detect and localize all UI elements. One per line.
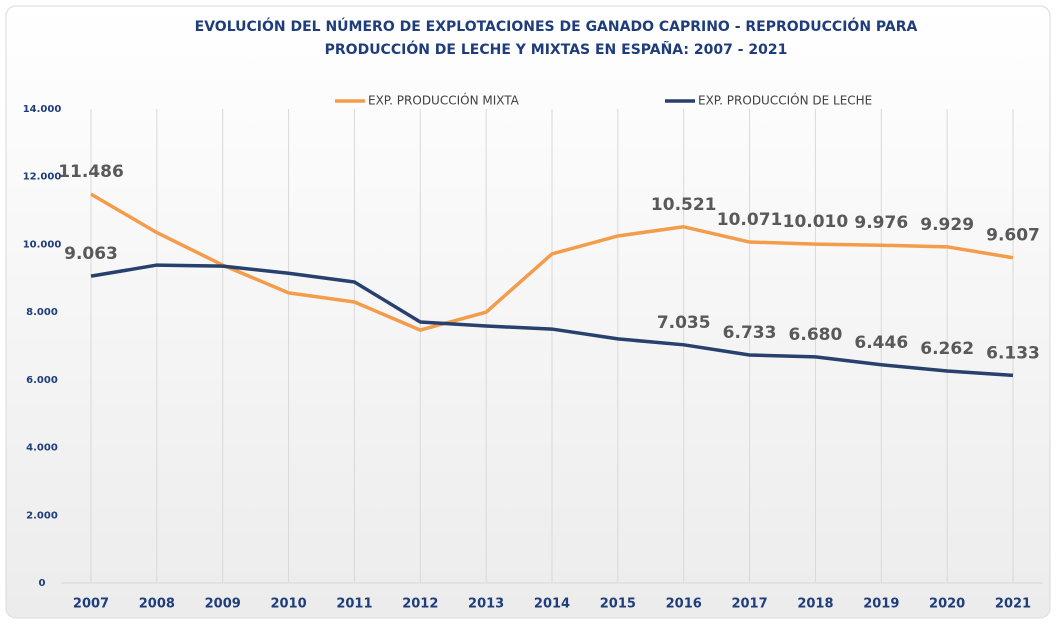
y-tick-label: 10.000 xyxy=(23,239,62,250)
data-label: 10.010 xyxy=(783,212,849,232)
x-tick-label: 2021 xyxy=(995,597,1031,612)
x-tick-label: 2013 xyxy=(468,597,504,612)
chart-title: EVOLUCIÓN DEL NÚMERO DE EXPLOTACIONES DE… xyxy=(195,17,918,35)
legend-label: EXP. PRODUCCIÓN DE LECHE xyxy=(698,93,872,108)
data-label: 6.733 xyxy=(723,323,777,343)
chart-frame xyxy=(5,5,1051,619)
chart-title: PRODUCCIÓN DE LECHE Y MIXTAS EN ESPAÑA: … xyxy=(325,40,788,58)
x-tick-label: 2007 xyxy=(73,597,109,612)
x-tick-label: 2012 xyxy=(402,597,438,612)
series-line xyxy=(90,263,1014,378)
x-tick-label: 2009 xyxy=(205,597,241,612)
x-tick-label: 2011 xyxy=(336,597,372,612)
data-label: 9.607 xyxy=(986,226,1040,246)
data-label: 6.133 xyxy=(986,343,1040,363)
x-tick-label: 2015 xyxy=(600,597,636,612)
data-label: 9.976 xyxy=(854,213,908,233)
x-tick-label: 2019 xyxy=(863,597,899,612)
x-tick-label: 2017 xyxy=(731,597,767,612)
y-tick-label: 14.000 xyxy=(23,104,62,115)
legend-label: EXP. PRODUCCIÓN MIXTA xyxy=(368,93,520,108)
y-tick-label: 4.000 xyxy=(26,443,58,454)
x-tick-label: 2010 xyxy=(270,597,306,612)
x-tick-label: 2008 xyxy=(139,597,175,612)
data-label: 10.071 xyxy=(717,210,783,230)
series-line xyxy=(90,192,1014,332)
data-label: 9.063 xyxy=(64,244,118,264)
y-tick-label: 8.000 xyxy=(26,307,58,318)
data-label: 10.521 xyxy=(651,195,717,215)
x-tick-label: 2016 xyxy=(666,597,702,612)
y-tick-label: 6.000 xyxy=(26,375,58,386)
data-label: 9.929 xyxy=(920,215,974,235)
x-tick-label: 2018 xyxy=(797,597,833,612)
x-tick-label: 2014 xyxy=(534,597,570,612)
x-tick-label: 2020 xyxy=(929,597,965,612)
data-label: 11.486 xyxy=(58,162,124,182)
y-tick-label: 0 xyxy=(39,578,46,589)
data-label: 6.446 xyxy=(854,333,908,353)
data-label: 6.262 xyxy=(920,339,974,359)
data-label: 6.680 xyxy=(789,325,843,345)
y-tick-label: 12.000 xyxy=(23,172,62,183)
data-label: 7.035 xyxy=(657,313,711,333)
y-tick-label: 2.000 xyxy=(26,510,58,521)
